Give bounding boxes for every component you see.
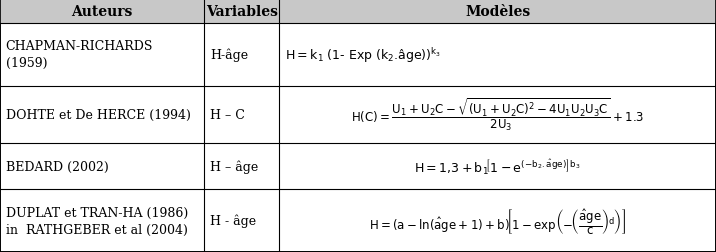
Bar — [0, 0, 716, 24]
Text: BEDARD (2002): BEDARD (2002) — [6, 160, 109, 173]
Text: DUPLAT et TRAN-HA (1986)
in  RATHGEBER et al (2004): DUPLAT et TRAN-HA (1986) in RATHGEBER et… — [6, 206, 188, 236]
Text: $\mathrm{H = (a - \ln(\hat{a}ge + 1) + b)\!\left[1 - \exp\!\left(-\!\left(\dfrac: $\mathrm{H = (a - \ln(\hat{a}ge + 1) + b… — [369, 206, 626, 236]
Text: H - âge: H - âge — [210, 214, 256, 228]
Text: $\mathdefault{H = k_1}$ (1- Exp ($\mathdefault{k_2}$.âge))$\mathdefault{^{k_3}}$: $\mathdefault{H = k_1}$ (1- Exp ($\mathd… — [285, 46, 441, 65]
Text: CHAPMAN-RICHARDS
(1959): CHAPMAN-RICHARDS (1959) — [6, 40, 153, 70]
Text: Auteurs: Auteurs — [72, 5, 132, 19]
Text: H – C: H – C — [210, 108, 245, 121]
Text: H – âge: H – âge — [210, 160, 258, 173]
Text: Variables: Variables — [205, 5, 278, 19]
Text: $\mathrm{H(C) = \dfrac{U_1 + U_2C - \sqrt{(U_1 + U_2C)^2 - 4U_1U_2U_3C}}{2U_3} +: $\mathrm{H(C) = \dfrac{U_1 + U_2C - \sqr… — [351, 97, 644, 133]
Text: H-âge: H-âge — [210, 48, 248, 62]
Text: Modèles: Modèles — [465, 5, 531, 19]
Text: DOHTE et De HERCE (1994): DOHTE et De HERCE (1994) — [6, 108, 190, 121]
Text: $\mathrm{H = 1{,}3 + b_1\!\left[1 - e^{(-b_2.\hat{a}ge)}\right]^{b_3}}$: $\mathrm{H = 1{,}3 + b_1\!\left[1 - e^{(… — [415, 157, 581, 176]
